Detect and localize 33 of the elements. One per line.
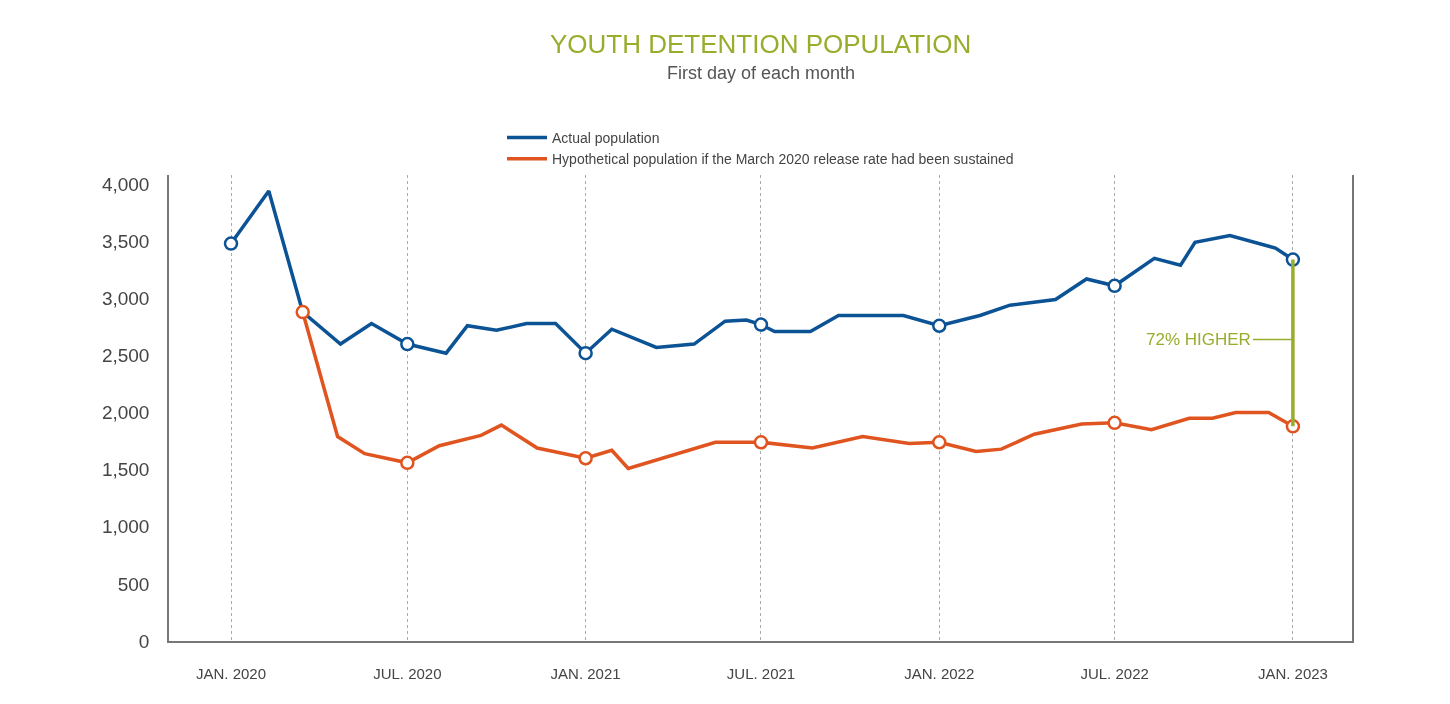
legend-label: Hypothetical population if the March 2020 release rate had been sustained: [552, 151, 1014, 168]
y-tick-label: 3,000: [101, 288, 150, 309]
x-tick-label: JAN. 2020: [195, 664, 267, 682]
point: [578, 345, 593, 361]
x-tick-label: JAN. 2021: [550, 664, 621, 682]
legend-label: Actual population: [552, 130, 660, 147]
x-tick-label: JUL. 2022: [1080, 664, 1149, 682]
y-tick-label: 2,000: [101, 402, 150, 424]
chart-title: YOUTH DETENTION POPULATION: [550, 29, 972, 59]
point: [223, 236, 239, 251]
y-tick-label: 0: [138, 630, 150, 652]
x-tick-label: JAN. 2022: [904, 664, 975, 682]
y-tick-label: 500: [117, 573, 150, 595]
chart-subtitle: First day of each month: [667, 63, 856, 83]
point: [932, 318, 947, 333]
x-tick-label: JAN. 2023: [1257, 664, 1328, 682]
x-tick-label: JUL. 2020: [373, 664, 442, 682]
y-tick-label: 4,000: [101, 173, 150, 195]
x-tick-label: JUL. 2021: [726, 664, 796, 682]
y-tick-label: 1,000: [101, 516, 150, 538]
annotation: 72% HIGHER: [1146, 330, 1251, 349]
point: [753, 435, 769, 450]
y-tick-label: 3,500: [101, 230, 150, 252]
point: [753, 317, 769, 332]
point: [1107, 415, 1122, 431]
point: [295, 304, 310, 320]
point: [1107, 278, 1122, 294]
point: [932, 435, 947, 450]
point: [400, 336, 415, 352]
y-tick-label: 2,500: [101, 345, 150, 367]
y-tick-label: 1,500: [101, 459, 150, 481]
point: [400, 455, 415, 471]
point: [578, 451, 593, 466]
